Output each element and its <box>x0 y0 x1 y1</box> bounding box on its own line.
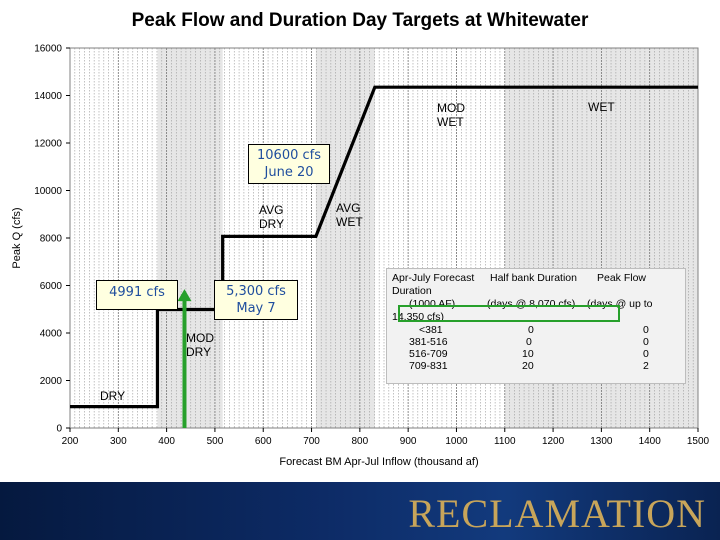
x-tick-label: 1000 <box>445 436 468 447</box>
table-subheader-af: (1000 AF) <box>409 298 456 310</box>
callout-5300: 5,300 cfs May 7 <box>214 280 298 320</box>
x-tick-label: 900 <box>400 436 417 447</box>
callout-5300-text: 5,300 cfs May 7 <box>226 284 286 316</box>
callout-4991-text: 4991 cfs <box>109 285 165 300</box>
footer-banner: RECLAMATION <box>0 482 720 540</box>
y-tick-label: 8000 <box>40 234 63 245</box>
x-tick-label: 700 <box>303 436 320 447</box>
callout-10600: 10600 cfs June 20 <box>248 144 330 184</box>
y-tick-label: 16000 <box>34 44 62 55</box>
flow-table: Apr-July Forecast Half bank Duration Pea… <box>386 268 686 384</box>
table-header-forecast: Apr-July Forecast <box>392 272 475 284</box>
table-cell-peak-4: 2 <box>643 360 649 372</box>
x-tick-label: 1300 <box>590 436 613 447</box>
callout-4991: 4991 cfs <box>96 280 178 310</box>
x-axis-label: Forecast BM Apr-Jul Inflow (thousand af) <box>279 456 478 468</box>
y-tick-label: 0 <box>56 424 62 435</box>
x-tick-label: 1100 <box>494 436 516 447</box>
table-cell-peak-2: 0 <box>643 336 649 348</box>
table-cell-range-4: 709-831 <box>409 360 448 372</box>
table-cell-duration-1: 0 <box>528 324 534 336</box>
x-tick-label: 500 <box>207 436 224 447</box>
label-mod-dry: MOD DRY <box>186 331 214 359</box>
table-cell-duration-2: 0 <box>526 336 532 348</box>
table-cell-range-3: 516-709 <box>409 348 448 360</box>
x-tick-label: 400 <box>158 436 175 447</box>
table-cell-peak-1: 0 <box>643 324 649 336</box>
y-tick-label: 12000 <box>34 139 62 150</box>
table-subheader-upto: (days @ up to <box>587 298 653 310</box>
y-tick-label: 4000 <box>40 329 63 340</box>
label-avg-dry: AVG DRY <box>259 203 285 231</box>
table-cell-range-1: <381 <box>419 324 443 336</box>
y-tick-label: 6000 <box>40 281 63 292</box>
table-cell-duration-3: 10 <box>522 348 534 360</box>
reclamation-logo-text: RECLAMATION <box>408 491 706 536</box>
table-subheader-duration: Duration <box>392 285 432 297</box>
x-tick-label: 1200 <box>542 436 565 447</box>
shaded-band-1 <box>157 48 223 428</box>
y-tick-label: 14000 <box>34 91 62 102</box>
label-dry: DRY <box>100 389 126 403</box>
y-tick-label: 2000 <box>40 376 63 387</box>
callout-10600-text: 10600 cfs June 20 <box>257 148 321 180</box>
x-tick-label: 300 <box>110 436 127 447</box>
table-cell-range-2: 381-516 <box>409 336 448 348</box>
table-highlight <box>398 305 620 322</box>
label-wet: WET <box>588 100 615 114</box>
label-avg-wet: AVG WET <box>336 201 363 229</box>
x-tick-label: 800 <box>352 436 369 447</box>
forecast-arrow-head <box>177 289 192 302</box>
series-line-1 <box>70 85 698 409</box>
x-tick-label: 1400 <box>639 436 662 447</box>
table-subheader-halfbank: (days @ 8,070 cfs) <box>487 298 576 310</box>
table-cell-duration-4: 20 <box>522 360 534 372</box>
table-cell-peak-3: 0 <box>643 348 649 360</box>
table-header-duration: Half bank Duration <box>490 272 577 284</box>
y-axis-label: Peak Q (cfs) <box>11 207 23 268</box>
table-header-peak: Peak Flow <box>597 272 647 284</box>
x-tick-label: 1500 <box>687 436 710 447</box>
label-mod-wet: MOD WET <box>437 101 465 129</box>
page-title: Peak Flow and Duration Day Targets at Wh… <box>131 10 589 31</box>
x-tick-label: 200 <box>62 436 79 447</box>
x-tick-label: 600 <box>255 436 272 447</box>
chart: 200 300 400 500 600 700 800 900 1000 1100 1200 1300… <box>11 44 710 469</box>
y-tick-label: 10000 <box>34 186 62 197</box>
